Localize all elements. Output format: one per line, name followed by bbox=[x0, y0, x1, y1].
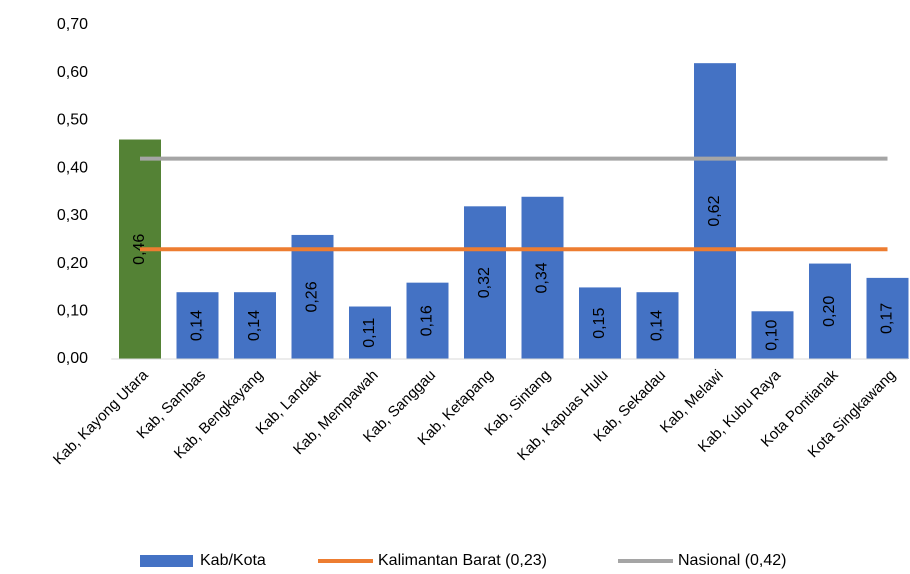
value-label: 0,15 bbox=[591, 308, 608, 339]
x-tick-label: Kab, Kayong Utara bbox=[50, 366, 152, 468]
y-tick-label: 0,40 bbox=[57, 159, 88, 176]
bar bbox=[291, 234, 334, 359]
value-label: 0,14 bbox=[189, 310, 206, 341]
bar bbox=[406, 282, 449, 359]
value-label: 0,32 bbox=[476, 267, 493, 298]
value-label: 0,11 bbox=[361, 318, 378, 348]
bar bbox=[521, 196, 564, 359]
value-label: 0,26 bbox=[304, 281, 321, 312]
value-label: 0,46 bbox=[131, 234, 148, 265]
value-label: 0,10 bbox=[764, 319, 781, 350]
y-tick-label: 0,10 bbox=[57, 303, 88, 320]
bar bbox=[579, 287, 621, 359]
legend-label: Kab/Kota bbox=[200, 552, 266, 569]
value-label: 0,20 bbox=[821, 296, 838, 327]
bar bbox=[866, 277, 909, 359]
legend-swatch bbox=[140, 555, 193, 567]
y-tick-label: 0,20 bbox=[57, 255, 88, 272]
value-label: 0,17 bbox=[879, 303, 896, 334]
y-tick-label: 0,60 bbox=[57, 64, 88, 81]
value-label: 0,16 bbox=[419, 305, 436, 336]
y-tick-label: 0,00 bbox=[57, 350, 88, 367]
value-label: 0,14 bbox=[649, 310, 666, 341]
value-label: 0,62 bbox=[706, 195, 723, 226]
value-label: 0,14 bbox=[246, 310, 263, 341]
bar bbox=[176, 292, 219, 359]
y-tick-label: 0,70 bbox=[57, 16, 88, 33]
bar bbox=[636, 292, 679, 359]
value-label: 0,34 bbox=[534, 262, 551, 293]
bar bbox=[694, 63, 736, 360]
bar bbox=[809, 263, 851, 359]
bar bbox=[349, 306, 391, 359]
y-tick-label: 0,50 bbox=[57, 112, 88, 129]
bar bbox=[234, 292, 276, 359]
legend-label: Kalimantan Barat (0,23) bbox=[378, 552, 547, 569]
bar bbox=[751, 311, 794, 359]
legend-label: Nasional (0,42) bbox=[678, 552, 787, 569]
y-tick-label: 0,30 bbox=[57, 207, 88, 224]
bar bbox=[464, 206, 506, 359]
